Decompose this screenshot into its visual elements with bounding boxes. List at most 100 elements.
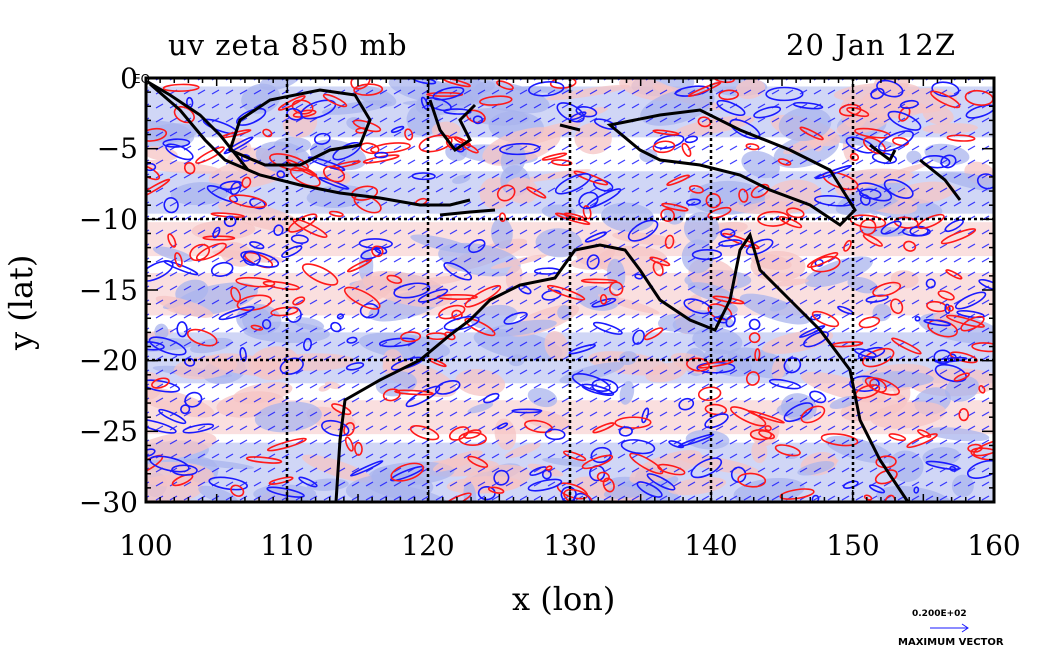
vorticity-contour xyxy=(632,329,645,345)
vorticity-contour xyxy=(814,164,853,180)
vorticity-contour xyxy=(344,436,354,452)
vorticity-contour xyxy=(236,294,273,312)
vorticity-contour xyxy=(292,109,317,118)
vorticity-contour xyxy=(876,79,904,98)
vorticity-contour xyxy=(290,234,309,244)
vorticity-contour xyxy=(167,233,177,248)
vorticity-contour xyxy=(146,178,171,201)
vorticity-contour xyxy=(245,456,283,464)
vorticity-contour xyxy=(878,130,914,152)
vorticity-contour xyxy=(697,386,722,402)
vorticity-contour xyxy=(718,89,739,101)
vorticity-contour xyxy=(487,486,505,494)
vorticity-contour xyxy=(799,126,824,141)
vorticity-contour xyxy=(336,313,345,320)
vorticity-contour xyxy=(345,362,365,371)
vorticity-contour xyxy=(292,296,306,306)
vorticity-contour xyxy=(273,224,284,237)
vorticity-contour xyxy=(498,212,507,223)
axis-ticks xyxy=(145,77,995,503)
vorticity-contour xyxy=(493,469,510,486)
vorticity-contour xyxy=(678,397,695,411)
vorticity-contour xyxy=(646,473,676,491)
vorticity-contour xyxy=(978,278,994,292)
vorticity-contour xyxy=(978,385,986,394)
vorticity-contour xyxy=(684,135,699,144)
vorticity-contour xyxy=(186,328,218,347)
vorticity-contour xyxy=(944,303,951,315)
vorticity-contour xyxy=(884,494,896,502)
vorticity-contour xyxy=(554,173,592,195)
vorticity-contour xyxy=(883,178,914,199)
vorticity-contour xyxy=(859,194,871,206)
vorticity-contour xyxy=(409,425,440,441)
vorticity-contour xyxy=(599,293,608,305)
vorticity-contour xyxy=(945,314,985,328)
vorticity-contour xyxy=(774,444,801,457)
vorticity-contour xyxy=(845,136,876,154)
vorticity-contour xyxy=(550,159,573,166)
vorticity-contour xyxy=(945,269,963,280)
vorticity-contour xyxy=(704,403,728,416)
vorticity-contour xyxy=(862,233,883,247)
vorticity-contour xyxy=(346,336,358,344)
vorticity-contour xyxy=(643,327,664,341)
vorticity-contour xyxy=(236,107,267,126)
vorticity-contour xyxy=(754,348,761,362)
vorticity-contour xyxy=(745,238,774,256)
vorticity-contour xyxy=(758,430,776,440)
vorticity-contour xyxy=(496,422,509,430)
vorticity-contour xyxy=(811,310,840,328)
vorticity-contour xyxy=(925,278,936,289)
vorticity-contour xyxy=(212,226,221,239)
vorticity-contour xyxy=(189,243,211,262)
vorticity-contour xyxy=(404,128,414,141)
vorticity-contour xyxy=(370,142,411,154)
vorticity-contour xyxy=(496,80,514,91)
vorticity-contour xyxy=(467,455,489,468)
vorticity-contour xyxy=(343,286,381,310)
vorticity-contour xyxy=(971,342,994,353)
vorticity-contour xyxy=(748,318,761,331)
vorticity-contour xyxy=(629,452,664,475)
vorticity-contour xyxy=(792,101,824,110)
vorticity-contour xyxy=(917,213,945,230)
x-tick-label: 130 xyxy=(543,529,597,562)
vorticity-contour xyxy=(354,441,363,456)
vorticity-contour xyxy=(360,248,382,260)
vorticity-contour xyxy=(581,454,614,470)
vorticity-contour xyxy=(439,492,472,502)
vorticity-contour xyxy=(931,81,960,98)
vorticity-contour xyxy=(301,263,339,286)
vorticity-contour xyxy=(934,356,968,363)
vorticity-contour xyxy=(958,408,970,422)
vorticity-contour xyxy=(890,298,904,315)
vorticity-contour xyxy=(158,408,187,425)
vorticity-contour xyxy=(262,280,300,291)
x-tick-label: 100 xyxy=(119,529,173,562)
coastline-islands xyxy=(439,208,496,217)
vorticity-contour xyxy=(940,228,977,245)
vorticity-contour xyxy=(287,213,318,233)
vorticity-contour xyxy=(946,134,976,142)
vorticity-contour xyxy=(778,216,803,229)
vorticity-contour xyxy=(892,136,910,147)
vorticity-contour xyxy=(503,311,528,325)
vorticity-contour xyxy=(779,488,815,500)
vorticity-contour xyxy=(614,416,652,429)
y-axis-label: y (lat) xyxy=(2,254,40,350)
vorticity-contour xyxy=(581,383,615,397)
vorticity-contour xyxy=(609,281,624,296)
vorticity-contour xyxy=(602,477,615,493)
vorticity-contour xyxy=(362,154,400,164)
vorticity-contour xyxy=(307,156,346,172)
vorticity-contour xyxy=(800,405,826,424)
vorticity-contour xyxy=(913,486,920,494)
vorticity-contour xyxy=(944,219,964,233)
vorticity-contour xyxy=(842,480,859,489)
vorticity-contour xyxy=(690,457,723,479)
vorticity-contour xyxy=(417,288,449,303)
vorticity-contour xyxy=(146,379,181,393)
vorticity-contour xyxy=(768,378,801,390)
vorticity-contour xyxy=(586,254,600,270)
